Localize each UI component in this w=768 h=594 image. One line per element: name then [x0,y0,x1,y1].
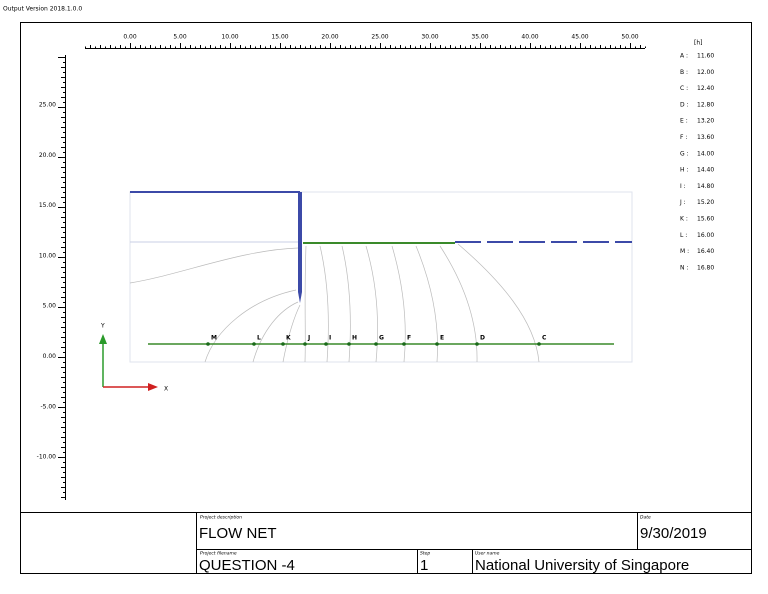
x-tick-label: 20.00 [321,34,338,41]
legend-value: 14.80 [697,183,714,190]
legend-value: 11.60 [697,53,714,60]
legend-key: B : [680,69,688,76]
field-label: Project description [200,515,242,521]
legend-key: C : [680,85,688,92]
legend-value: 12.00 [697,69,714,76]
x-arrow-head [148,383,158,391]
section-point [252,342,256,346]
legend-value: 13.60 [697,134,714,141]
legend-key: J : [679,199,686,206]
y-tick-label: 5.00 [43,303,57,310]
equipotential-lines [129,243,540,363]
legend-key: F : [680,134,687,141]
legend-value: 13.20 [697,118,714,125]
model-boundary [129,191,633,363]
section-point [475,342,479,346]
x-tick-label: 0.00 [123,34,137,41]
title-block-lines [20,512,752,574]
legend-key: E : [680,118,688,125]
y-tick-label: 15.00 [39,202,56,209]
unit-label: [h] [694,40,702,47]
section-point [435,342,439,346]
legend-value: 15.60 [697,216,714,223]
x-tick-label: 15.00 [271,34,288,41]
legend-value: 16.80 [697,264,714,271]
x-tick-label: 10.00 [221,34,238,41]
legend-key: N : [680,264,688,271]
point-label: H [352,335,357,342]
field-label: Step [420,551,430,557]
y-tick-label: 20.00 [39,152,56,159]
project-description: FLOW NET [199,525,277,542]
legend-key: M : [680,248,689,255]
legend-key: L : [680,232,687,239]
section-point [537,342,541,346]
x-tick-label: 25.00 [371,34,388,41]
sheet-pile [298,192,302,303]
axis-y-label: Y [100,323,105,330]
y-tick-label: 25.00 [39,102,56,109]
date: 9/30/2019 [640,525,707,542]
x-tick-label: 50.00 [621,34,638,41]
section-point [374,342,378,346]
version-header: Output Version 2018.1.0.0 [3,6,82,13]
section-point [281,342,285,346]
user-name: National University of Singapore [475,557,689,574]
point-label: I [329,335,331,342]
x-tick-label: 35.00 [471,34,488,41]
point-label: D [480,335,485,342]
legend-key: K : [680,216,688,223]
legend-key: A : [680,53,688,60]
point-label: G [379,335,384,342]
legend-value: 14.00 [697,150,714,157]
point-label: L [257,335,261,342]
point-label: E [440,335,444,342]
section-point [324,342,328,346]
legend-value: 14.40 [697,167,714,174]
y-tick-label: 0.00 [43,353,57,360]
section-point [347,342,351,346]
field-label: Project filename [200,551,237,557]
legend-value: 12.80 [697,101,714,108]
x-tick-label: 45.00 [571,34,588,41]
section-point [206,342,210,346]
field-label: Date [640,515,651,521]
point-label: K [286,335,291,342]
y-tick-label: 10.00 [39,252,56,259]
frame [20,22,752,574]
legend-key: H : [680,167,688,174]
section-point [402,342,406,346]
legend-value: 15.20 [697,199,714,206]
y-tick-label: -10.00 [37,454,57,461]
point-label: F [407,335,411,342]
x-tick-label: 30.00 [421,34,438,41]
legend-value: 16.00 [697,232,714,239]
x-tick-label: 5.00 [173,34,187,41]
project-filename: QUESTION -4 [199,557,295,574]
legend-value: 16.40 [697,248,714,255]
x-tick-label: 40.00 [521,34,538,41]
axis-x-label: X [164,386,168,393]
y-tick-label: -5.00 [40,403,56,410]
field-label: User name [475,551,500,557]
point-label: J [307,335,310,342]
step: 1 [420,557,428,574]
legend-value: 12.40 [697,85,714,92]
section-point [303,342,307,346]
legend-key: I : [680,183,686,190]
legend-key: D : [680,101,689,108]
legend-key: G : [680,150,689,157]
y-arrow-head [99,334,107,344]
point-label: C [542,335,547,342]
point-label: M [211,335,217,342]
